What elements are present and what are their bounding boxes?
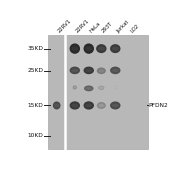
Ellipse shape	[53, 102, 60, 109]
Ellipse shape	[70, 67, 80, 74]
Ellipse shape	[98, 69, 104, 72]
Ellipse shape	[84, 86, 93, 91]
Ellipse shape	[97, 102, 106, 109]
Text: LO2: LO2	[130, 23, 141, 34]
Ellipse shape	[85, 103, 92, 107]
Text: 35KD: 35KD	[28, 46, 43, 51]
Ellipse shape	[112, 69, 119, 72]
Ellipse shape	[110, 44, 120, 53]
Ellipse shape	[99, 87, 103, 89]
Text: PFDN2: PFDN2	[149, 103, 168, 108]
Ellipse shape	[112, 104, 119, 107]
Text: 10KD: 10KD	[28, 133, 43, 138]
Text: HeLa: HeLa	[89, 21, 102, 34]
Ellipse shape	[84, 101, 94, 110]
Ellipse shape	[110, 102, 120, 109]
Text: Jurkat: Jurkat	[115, 20, 130, 34]
Ellipse shape	[112, 47, 119, 51]
Ellipse shape	[96, 44, 107, 53]
Ellipse shape	[54, 104, 59, 107]
Text: 22RV1: 22RV1	[75, 18, 91, 34]
Ellipse shape	[98, 47, 105, 51]
Ellipse shape	[97, 68, 106, 74]
Ellipse shape	[85, 46, 92, 51]
Ellipse shape	[114, 87, 116, 88]
Ellipse shape	[71, 46, 78, 51]
Ellipse shape	[73, 85, 77, 89]
Ellipse shape	[73, 87, 76, 88]
Ellipse shape	[84, 43, 94, 54]
Text: 25KD: 25KD	[28, 68, 43, 73]
Ellipse shape	[98, 86, 104, 90]
Ellipse shape	[71, 103, 78, 107]
Ellipse shape	[85, 69, 92, 72]
Ellipse shape	[71, 69, 78, 72]
Ellipse shape	[86, 87, 92, 90]
Text: 293T: 293T	[101, 21, 114, 34]
Ellipse shape	[110, 67, 120, 74]
Bar	[48, 35, 148, 149]
Ellipse shape	[70, 101, 80, 110]
Ellipse shape	[70, 43, 80, 54]
Text: 15KD: 15KD	[28, 103, 43, 108]
Ellipse shape	[114, 86, 117, 89]
Ellipse shape	[84, 67, 94, 74]
Ellipse shape	[98, 104, 104, 107]
Text: 22RV1: 22RV1	[57, 18, 72, 34]
